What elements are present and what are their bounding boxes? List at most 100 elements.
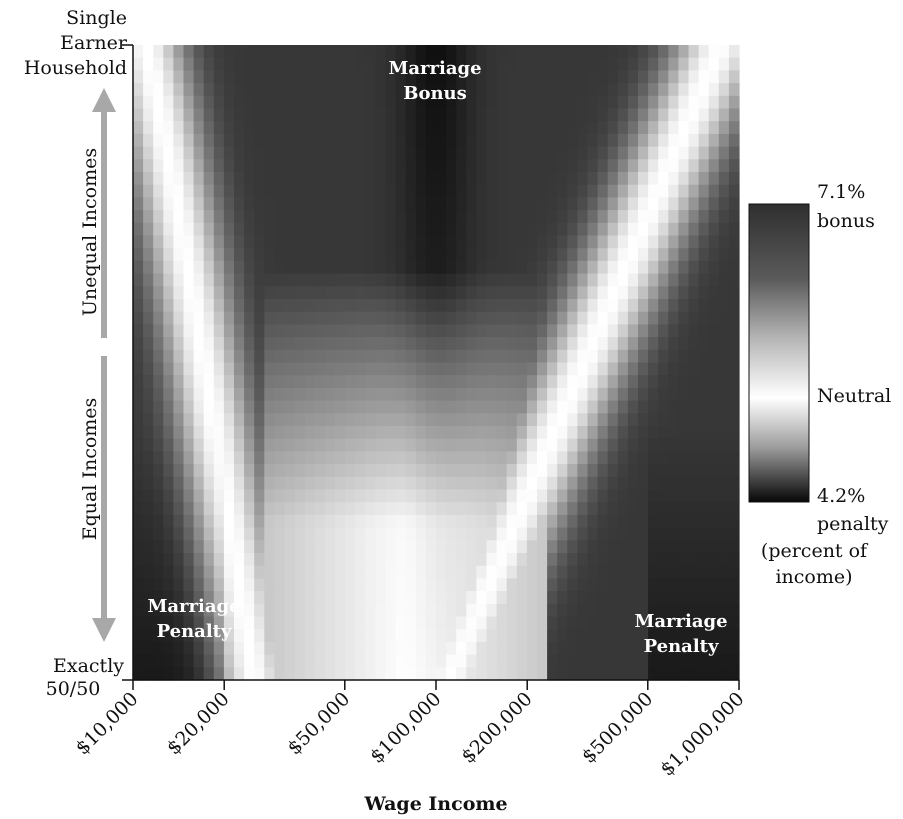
heatmap-cell (324, 667, 336, 681)
heatmap-cell (708, 172, 720, 186)
heatmap-cell (456, 95, 467, 110)
heatmap-cell (324, 248, 336, 262)
heatmap-cell (627, 540, 639, 554)
heatmap-cell (193, 451, 205, 465)
heatmap-cell (476, 502, 488, 516)
heatmap-cell (718, 387, 730, 402)
heatmap-cell (153, 133, 164, 148)
heatmap-cell (355, 438, 366, 452)
heatmap-cell (557, 400, 568, 414)
heatmap-cell (708, 299, 720, 313)
heatmap-cell (688, 248, 700, 262)
heatmap-cell (678, 260, 690, 275)
heatmap-cell (698, 616, 710, 630)
heatmap-cell (345, 273, 356, 287)
annotation-marriage-penalty-left: Marriage Penalty (147, 596, 240, 642)
heatmap-cell (688, 654, 700, 668)
heatmap-cell (314, 502, 326, 516)
heatmap-cell (304, 260, 316, 275)
heatmap-cell (567, 273, 578, 287)
heatmap-cell (718, 667, 730, 681)
heatmap-cell (284, 260, 296, 275)
heatmap-cell (163, 362, 174, 376)
heatmap-cell (234, 578, 245, 592)
heatmap-cell (153, 299, 164, 313)
heatmap-cell (294, 629, 306, 643)
heatmap-cell (708, 337, 720, 351)
heatmap-cell (728, 603, 740, 618)
heatmap-cell (234, 311, 245, 325)
heatmap-cell (446, 260, 457, 275)
heatmap-cell (547, 45, 558, 59)
heatmap-cell (335, 387, 346, 402)
heatmap-cell (143, 184, 154, 198)
heatmap-cell (446, 95, 457, 110)
heatmap-cell (456, 210, 467, 224)
heatmap-cell (133, 337, 144, 351)
heatmap-cell (405, 654, 417, 668)
heatmap-cell (446, 248, 457, 262)
heatmap-cell (486, 438, 498, 452)
heatmap-cell (365, 362, 376, 376)
heatmap-cell (395, 70, 407, 84)
heatmap-cell (516, 57, 528, 71)
heatmap-cell (728, 299, 740, 313)
heatmap-cell (587, 578, 599, 592)
heatmap-cell (627, 400, 639, 414)
heatmap-cell (627, 337, 639, 351)
heatmap-cell (446, 210, 457, 224)
heatmap-cell (143, 70, 154, 84)
heatmap-cell (314, 514, 326, 529)
heatmap-cell (254, 514, 265, 529)
heatmap-cell (728, 45, 740, 59)
heatmap-cell (547, 464, 558, 478)
heatmap-cell (335, 667, 346, 681)
heatmap-cell (395, 464, 407, 478)
heatmap-cell (658, 400, 669, 414)
heatmap-cell (264, 464, 275, 478)
heatmap-cell (274, 476, 286, 491)
heatmap-cell (436, 146, 447, 160)
heatmap-cell (193, 362, 205, 376)
heatmap-cell (193, 527, 205, 541)
heatmap-cell (183, 426, 195, 440)
heatmap-cell (466, 159, 477, 173)
heatmap-cell (718, 159, 730, 173)
heatmap-cell (658, 95, 669, 110)
heatmap-cell (607, 222, 619, 237)
heatmap-cell (324, 451, 336, 465)
heatmap-cell (617, 438, 629, 452)
heatmap-cell (718, 324, 730, 338)
heatmap-cell (658, 413, 669, 427)
heatmap-cell (688, 426, 700, 440)
heatmap-cell (436, 349, 447, 364)
heatmap-cell (476, 286, 488, 300)
heatmap-cell (304, 553, 316, 567)
heatmap-cell (314, 311, 326, 325)
heatmap-cell (304, 273, 316, 287)
heatmap-cell (698, 426, 710, 440)
heatmap-cell (496, 400, 508, 414)
heatmap-cell (203, 400, 215, 414)
heatmap-cell (264, 286, 275, 300)
heatmap-cell (708, 108, 720, 122)
heatmap-cell (335, 616, 346, 630)
heatmap-cell (648, 616, 659, 630)
heatmap-cell (557, 603, 568, 618)
heatmap-cell (587, 299, 599, 313)
heatmap-cell (668, 235, 679, 249)
heatmap-cell (244, 95, 255, 110)
heatmap-cell (223, 489, 235, 503)
heatmap-cell (324, 565, 336, 579)
heatmap-cell (627, 502, 639, 516)
heatmap-cell (244, 387, 255, 402)
heatmap-cell (688, 45, 700, 59)
heatmap-cell (244, 502, 255, 516)
heatmap-cell (688, 121, 700, 135)
heatmap-cell (728, 616, 740, 630)
heatmap-cell (617, 273, 629, 287)
heatmap-cell (294, 553, 306, 567)
heatmap-cell (436, 375, 447, 389)
heatmap-cell (557, 197, 568, 211)
heatmap-cell (173, 210, 185, 224)
